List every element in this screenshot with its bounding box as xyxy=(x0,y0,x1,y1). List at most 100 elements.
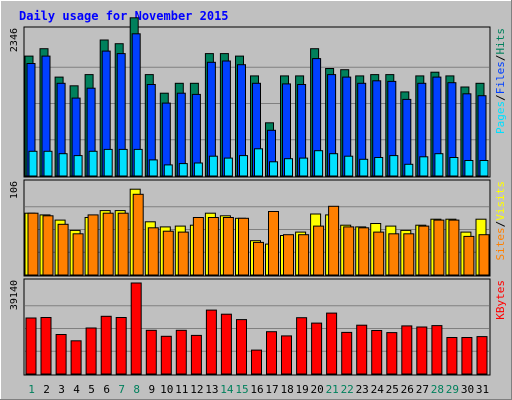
day-label-7: 7 xyxy=(118,383,125,396)
legend-files: Files xyxy=(494,61,507,94)
bar-kbytes-day-30 xyxy=(461,337,473,375)
bar-kbytes-day-28 xyxy=(431,325,443,375)
day-label-11: 11 xyxy=(175,383,188,396)
bar-pages-day-28 xyxy=(434,153,444,177)
bar-kbytes-day-31 xyxy=(476,336,488,375)
bar-pages-day-6 xyxy=(103,148,113,177)
day-label-4: 4 xyxy=(73,383,80,396)
day-label-15: 15 xyxy=(235,383,248,396)
bar-sites-day-9 xyxy=(147,227,159,276)
day-label-17: 17 xyxy=(265,383,278,396)
day-label-8: 8 xyxy=(133,383,140,396)
bar-pages-day-30 xyxy=(464,160,474,177)
bar-pages-day-21 xyxy=(329,153,339,177)
bar-kbytes-day-6 xyxy=(100,315,112,375)
bar-pages-day-19 xyxy=(299,157,309,177)
bar-sites-day-8 xyxy=(132,193,144,276)
bar-sites-day-24 xyxy=(373,231,385,276)
bar-sites-day-20 xyxy=(313,225,325,276)
bar-pages-day-3 xyxy=(58,153,68,177)
bar-sites-day-18 xyxy=(283,234,294,276)
legend-hits: Hits xyxy=(494,28,507,55)
day-label-31: 31 xyxy=(476,383,489,396)
bar-sites-day-7 xyxy=(117,212,129,276)
bar-sites-day-5 xyxy=(87,214,99,276)
legend-separator: / xyxy=(494,221,507,228)
bar-kbytes-day-4 xyxy=(70,340,82,375)
bar-pages-day-13 xyxy=(208,155,218,177)
bar-pages-day-15 xyxy=(239,155,248,177)
day-label-13: 13 xyxy=(205,383,218,396)
day-label-20: 20 xyxy=(310,383,323,396)
day-label-9: 9 xyxy=(148,383,155,396)
bar-kbytes-day-22 xyxy=(341,331,353,375)
bar-sites-day-14 xyxy=(222,217,234,276)
bar-sites-day-30 xyxy=(463,235,475,276)
bar-sites-day-13 xyxy=(207,217,219,276)
day-label-23: 23 xyxy=(356,383,369,396)
bar-kbytes-day-8 xyxy=(130,282,142,375)
bar-sites-day-21 xyxy=(328,205,340,276)
day-label-18: 18 xyxy=(280,383,293,396)
y-axis-max-label: 106 xyxy=(9,181,20,199)
bar-pages-day-29 xyxy=(449,157,459,177)
day-label-28: 28 xyxy=(431,383,444,396)
bar-pages-day-5 xyxy=(88,150,98,177)
bar-pages-day-24 xyxy=(374,157,384,177)
bar-pages-day-31 xyxy=(479,160,489,177)
bar-kbytes-day-25 xyxy=(386,332,398,375)
bar-pages-day-9 xyxy=(148,159,158,177)
bar-sites-day-19 xyxy=(298,234,310,276)
bar-kbytes-day-14 xyxy=(220,313,232,375)
bar-sites-day-27 xyxy=(418,225,430,276)
bar-sites-day-2 xyxy=(42,215,54,276)
day-label-19: 19 xyxy=(295,383,308,396)
bar-sites-day-17 xyxy=(268,211,279,276)
bar-kbytes-day-15 xyxy=(236,319,247,375)
day-label-26: 26 xyxy=(401,383,414,396)
day-label-14: 14 xyxy=(220,383,234,396)
day-label-21: 21 xyxy=(326,383,339,396)
legend-kbytes: KBytes xyxy=(494,280,507,320)
legend-sites: Sites xyxy=(494,227,507,260)
bar-kbytes-day-16 xyxy=(251,349,262,375)
bar-pages-day-26 xyxy=(404,163,414,177)
bar-sites-day-12 xyxy=(192,217,204,276)
bar-sites-day-10 xyxy=(162,230,174,276)
bar-pages-day-12 xyxy=(193,162,203,177)
day-label-16: 16 xyxy=(250,383,263,396)
bar-kbytes-day-10 xyxy=(160,335,172,375)
bar-pages-day-1 xyxy=(28,150,38,177)
bar-sites-day-4 xyxy=(72,233,84,276)
bar-pages-day-16 xyxy=(254,148,263,177)
bar-kbytes-day-12 xyxy=(190,334,202,375)
bar-sites-day-29 xyxy=(448,219,460,276)
bar-sites-day-25 xyxy=(388,233,400,276)
day-label-30: 30 xyxy=(461,383,474,396)
chart-title: Daily usage for November 2015 xyxy=(19,9,229,23)
bar-sites-day-26 xyxy=(403,233,415,276)
day-label-29: 29 xyxy=(446,383,459,396)
bar-pages-day-22 xyxy=(344,155,354,177)
bar-kbytes-day-9 xyxy=(145,329,157,375)
bar-kbytes-day-27 xyxy=(416,326,428,375)
bar-kbytes-day-18 xyxy=(281,335,292,375)
legend-separator: / xyxy=(494,55,507,62)
bar-kbytes-day-24 xyxy=(371,330,383,375)
bar-pages-day-18 xyxy=(284,158,293,177)
bar-sites-day-1 xyxy=(27,212,39,276)
day-label-12: 12 xyxy=(190,383,203,396)
bar-pages-day-23 xyxy=(359,158,369,177)
bar-sites-day-3 xyxy=(57,223,69,276)
legend-separator: / xyxy=(494,94,507,101)
bar-kbytes-day-13 xyxy=(205,309,217,375)
y-axis-max-label: 2346 xyxy=(9,28,20,52)
bar-pages-day-7 xyxy=(118,148,128,177)
bar-pages-day-2 xyxy=(43,150,53,177)
legend-visits-sites: Sites/Visits xyxy=(494,181,507,261)
day-label-1: 1 xyxy=(28,383,35,396)
y-axis-max-label: 39140 xyxy=(9,280,20,310)
